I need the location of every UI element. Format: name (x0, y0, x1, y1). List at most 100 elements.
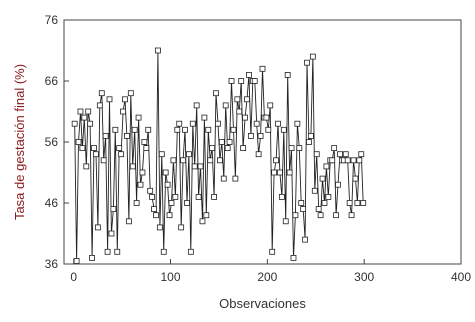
data-point (178, 224, 185, 231)
x-tick-label: 100 (160, 270, 180, 284)
y-tick-label: 76 (45, 13, 59, 27)
data-point (149, 193, 156, 200)
data-point (75, 139, 82, 145)
data-point (158, 151, 165, 158)
data-point (125, 218, 132, 225)
data-point (356, 157, 363, 164)
data-point (193, 102, 200, 109)
data-point (89, 254, 95, 261)
x-tick-label: 300 (354, 270, 374, 284)
data-point (360, 200, 367, 206)
data-point (267, 102, 274, 109)
data-point (242, 114, 248, 121)
data-point (263, 114, 270, 121)
data-point (205, 126, 212, 133)
data-point (232, 175, 239, 182)
data-point (226, 139, 233, 145)
data-point (94, 224, 101, 231)
data-point (85, 108, 92, 115)
data-point (73, 258, 80, 264)
data-point (290, 254, 297, 261)
data-point (220, 175, 227, 182)
data-point (335, 181, 341, 188)
data-point (244, 96, 250, 103)
data-point (79, 145, 86, 152)
data-point (162, 169, 169, 176)
data-point (141, 139, 148, 145)
data-point (325, 193, 332, 200)
data-point (306, 139, 312, 145)
y-tick-label: 56 (45, 135, 59, 149)
data-point (127, 90, 134, 97)
data-point (203, 212, 210, 219)
data-point (354, 200, 361, 206)
data-point (294, 120, 301, 127)
data-point (255, 151, 262, 158)
data-point (228, 78, 235, 84)
data-point (296, 145, 303, 152)
data-point (189, 120, 196, 127)
data-point (133, 200, 140, 206)
y-axis-label: Tasa de gestación final (%) (12, 64, 27, 220)
data-point (112, 126, 119, 133)
data-point (218, 139, 225, 145)
data-point (304, 59, 310, 66)
data-point (342, 151, 349, 158)
data-point (186, 151, 192, 158)
data-point (124, 132, 130, 139)
y-tick-label: 46 (45, 196, 59, 210)
data-point (174, 126, 181, 133)
data-point (259, 65, 266, 72)
data-point (170, 157, 177, 164)
data-point (116, 145, 123, 152)
data-point (100, 157, 107, 164)
data-point (269, 248, 276, 255)
data-point (102, 132, 109, 139)
data-point (153, 212, 159, 219)
data-point (211, 193, 217, 200)
data-point (238, 78, 245, 84)
y-tick-label: 66 (45, 74, 59, 88)
data-point (230, 126, 237, 133)
data-point (191, 163, 198, 170)
data-point (350, 157, 357, 164)
data-point (253, 120, 260, 127)
plot-frame (63, 19, 462, 265)
data-point (213, 90, 219, 97)
data-point (151, 206, 157, 213)
data-point (222, 102, 229, 109)
data-point (317, 212, 324, 219)
data-point (309, 53, 316, 60)
data-point (197, 163, 204, 170)
data-point (344, 157, 351, 164)
data-point (87, 120, 94, 127)
data-point (292, 212, 299, 219)
data-point (331, 145, 338, 152)
data-point (106, 96, 113, 103)
data-point (280, 126, 287, 133)
data-point (156, 224, 163, 231)
data-point (122, 96, 128, 103)
data-point (282, 218, 289, 225)
data-point (83, 163, 90, 170)
data-point (275, 120, 281, 127)
data-point (180, 157, 187, 164)
data-point (321, 200, 328, 206)
data-point (137, 181, 144, 188)
x-axis-label: Observaciones (219, 296, 306, 311)
data-point (286, 169, 293, 176)
data-point (195, 193, 202, 200)
data-point (251, 78, 258, 84)
data-point (257, 132, 264, 139)
data-point (329, 157, 336, 164)
data-point (319, 175, 326, 182)
data-point (247, 132, 254, 139)
data-point (71, 120, 78, 127)
data-point (118, 151, 125, 158)
data-point (216, 157, 223, 164)
data-point (182, 126, 188, 133)
data-point (234, 96, 241, 103)
data-point (207, 157, 214, 164)
data-point (246, 72, 252, 78)
data-point (236, 108, 243, 115)
